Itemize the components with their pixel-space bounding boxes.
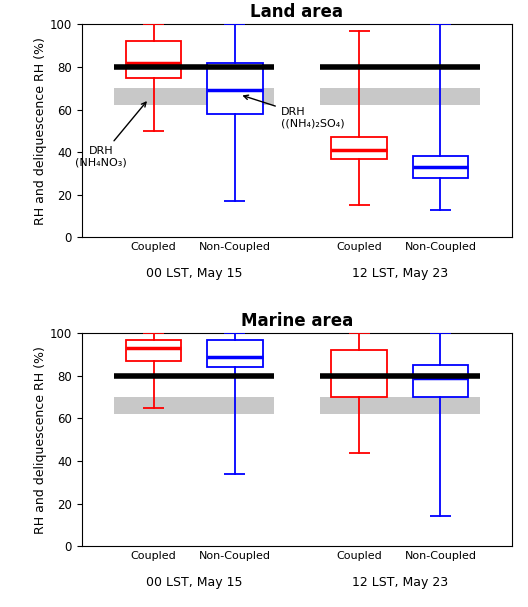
Bar xyxy=(320,397,479,414)
Y-axis label: RH and deliquescence RH (%): RH and deliquescence RH (%) xyxy=(34,346,47,534)
Text: 00 LST, May 15: 00 LST, May 15 xyxy=(146,267,242,280)
Bar xyxy=(332,350,387,397)
Text: DRH
(NH₄NO₃): DRH (NH₄NO₃) xyxy=(75,102,146,168)
Bar xyxy=(332,137,387,158)
Text: 00 LST, May 15: 00 LST, May 15 xyxy=(146,576,242,589)
Text: 12 LST, May 23: 12 LST, May 23 xyxy=(352,576,448,589)
Bar xyxy=(115,88,274,105)
Bar xyxy=(413,365,468,397)
Bar xyxy=(207,63,262,114)
Title: Marine area: Marine area xyxy=(241,312,353,330)
Bar xyxy=(126,340,181,361)
Text: 12 LST, May 23: 12 LST, May 23 xyxy=(352,267,448,280)
Title: Land area: Land area xyxy=(250,3,344,21)
Bar xyxy=(115,397,274,414)
Bar xyxy=(126,41,181,78)
Text: DRH
((NH₄)₂SO₄): DRH ((NH₄)₂SO₄) xyxy=(244,95,344,129)
Bar xyxy=(413,157,468,178)
Bar xyxy=(207,340,262,367)
Y-axis label: RH and deliquescence RH (%): RH and deliquescence RH (%) xyxy=(34,37,47,225)
Bar xyxy=(320,88,479,105)
